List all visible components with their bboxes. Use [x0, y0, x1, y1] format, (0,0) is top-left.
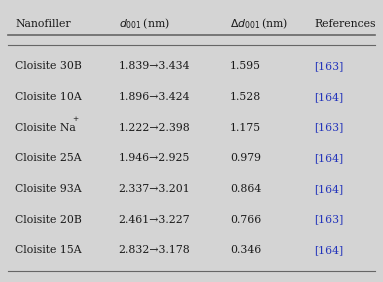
- Text: [164]: [164]: [314, 245, 343, 255]
- Text: 1.896→3.424: 1.896→3.424: [119, 92, 190, 102]
- Text: 1.175: 1.175: [230, 122, 261, 133]
- Text: [163]: [163]: [314, 122, 343, 133]
- Text: Cloisite 10A: Cloisite 10A: [15, 92, 82, 102]
- Text: 0.766: 0.766: [230, 215, 261, 224]
- Text: 2.461→3.227: 2.461→3.227: [119, 215, 190, 224]
- Text: Nanofiller: Nanofiller: [15, 19, 71, 29]
- Text: Cloisite 93A: Cloisite 93A: [15, 184, 82, 194]
- Text: 0.864: 0.864: [230, 184, 261, 194]
- Text: $d_{001}$ (nm): $d_{001}$ (nm): [119, 17, 170, 31]
- Text: 1.528: 1.528: [230, 92, 261, 102]
- Text: References: References: [314, 19, 376, 29]
- Text: Cloisite Na: Cloisite Na: [15, 122, 76, 133]
- Text: 1.839→3.434: 1.839→3.434: [119, 61, 190, 71]
- Text: Cloisite 25A: Cloisite 25A: [15, 153, 82, 163]
- Text: [164]: [164]: [314, 184, 343, 194]
- Text: Cloisite 30B: Cloisite 30B: [15, 61, 82, 71]
- Text: [164]: [164]: [314, 92, 343, 102]
- Text: +: +: [72, 115, 78, 123]
- Text: 0.346: 0.346: [230, 245, 261, 255]
- Text: Cloisite 15A: Cloisite 15A: [15, 245, 82, 255]
- Text: 1.946→2.925: 1.946→2.925: [119, 153, 190, 163]
- Text: [163]: [163]: [314, 215, 343, 224]
- Text: 0.979: 0.979: [230, 153, 261, 163]
- Text: 1.595: 1.595: [230, 61, 261, 71]
- Text: Cloisite 20B: Cloisite 20B: [15, 215, 82, 224]
- Text: 1.222→2.398: 1.222→2.398: [119, 122, 190, 133]
- Text: 2.832→3.178: 2.832→3.178: [119, 245, 190, 255]
- Text: [164]: [164]: [314, 153, 343, 163]
- Text: [163]: [163]: [314, 61, 343, 71]
- Text: $\Delta d_{001}$ (nm): $\Delta d_{001}$ (nm): [230, 17, 288, 31]
- Text: 2.337→3.201: 2.337→3.201: [119, 184, 190, 194]
